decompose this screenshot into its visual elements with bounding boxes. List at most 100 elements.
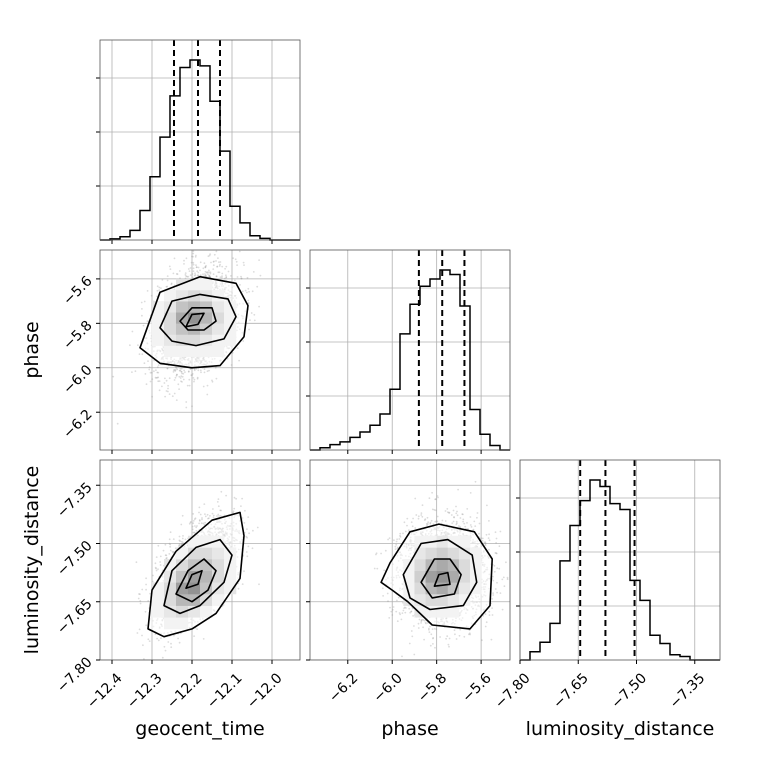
scatter-point [169, 544, 171, 546]
scatter-point [146, 383, 148, 385]
scatter-point [247, 300, 249, 302]
scatter-point [200, 514, 202, 516]
scatter-point [151, 295, 153, 297]
scatter-point [181, 381, 183, 383]
scatter-point [213, 261, 215, 263]
scatter-point [182, 515, 184, 517]
scatter-point [196, 530, 198, 532]
scatter-point [170, 268, 172, 270]
scatter-point [159, 389, 161, 391]
scatter-point [141, 589, 143, 591]
scatter-point [159, 561, 161, 563]
scatter-point [185, 539, 187, 541]
scatter-point [252, 530, 254, 532]
scatter-point [248, 532, 250, 534]
scatter-point [233, 508, 235, 510]
scatter-point [195, 255, 197, 257]
scatter-point [225, 277, 227, 279]
scatter-point [194, 369, 196, 371]
scatter-point [208, 370, 210, 372]
scatter-point [180, 377, 182, 379]
scatter-point [145, 624, 147, 626]
scatter-point [117, 423, 119, 425]
scatter-point [168, 553, 170, 555]
scatter-point [193, 267, 195, 269]
scatter-point [258, 259, 260, 261]
scatter-point [193, 635, 195, 637]
scatter-point [236, 264, 238, 266]
scatter-point [140, 603, 142, 605]
scatter-point [240, 505, 242, 507]
scatter-point [197, 369, 199, 371]
scatter-point [196, 266, 198, 268]
scatter-point [248, 329, 250, 331]
scatter-point [204, 522, 206, 524]
scatter-point [185, 272, 187, 274]
scatter-point [208, 255, 210, 257]
scatter-point [150, 381, 152, 383]
scatter-point [242, 583, 244, 585]
scatter-point [260, 275, 262, 277]
scatter-point [201, 519, 203, 521]
scatter-point [176, 367, 178, 369]
scatter-point [246, 292, 248, 294]
scatter-point [258, 583, 260, 585]
scatter-point [190, 267, 192, 269]
scatter-point [206, 394, 208, 396]
scatter-point [147, 360, 149, 362]
scatter-point [237, 347, 239, 349]
scatter-point [155, 568, 157, 570]
scatter-point [191, 262, 193, 264]
scatter-point [149, 366, 151, 368]
scatter-point [131, 371, 133, 373]
scatter-point [132, 331, 134, 333]
scatter-point [216, 266, 218, 268]
hist-panel-geocent-time [96, 40, 300, 244]
scatter-point [160, 637, 162, 639]
scatter-point [165, 650, 167, 652]
scatter-point [170, 531, 172, 533]
scatter-point [193, 270, 195, 272]
scatter-point [181, 373, 183, 375]
scatter-point [197, 275, 199, 277]
scatter-point [208, 271, 210, 273]
scatter-point [178, 388, 180, 390]
scatter-point [163, 550, 165, 552]
scatter-point [213, 515, 215, 517]
scatter-point [155, 369, 157, 371]
scatter-point [172, 551, 174, 553]
scatter-point [240, 278, 242, 280]
scatter-point [254, 320, 256, 322]
scatter-point [244, 510, 246, 512]
scatter-point [243, 264, 245, 266]
scatter-point [246, 528, 248, 530]
scatter-point [216, 275, 218, 277]
scatter-point [169, 393, 171, 395]
scatter-point [225, 266, 227, 268]
scatter-point [192, 253, 194, 255]
scatter-point [209, 515, 211, 517]
scatter-point [199, 519, 201, 521]
scatter-point [252, 290, 254, 292]
hist-panel-luminosity-distance [516, 460, 720, 664]
scatter-point [156, 556, 158, 558]
scatter-point [190, 274, 192, 276]
scatter-point [219, 264, 221, 266]
scatter-point [185, 407, 187, 409]
scatter-point [143, 325, 145, 327]
scatter-point [172, 395, 174, 397]
scatter-point [145, 589, 147, 591]
scatter-point [167, 275, 169, 277]
scatter-point [225, 274, 227, 276]
hist-panel-phase [306, 250, 510, 454]
scatter-point [198, 512, 200, 514]
scatter-point [150, 372, 152, 374]
scatter-point [214, 254, 216, 256]
scatter-point [169, 546, 171, 548]
scatter-point [167, 368, 169, 370]
scatter-point [193, 377, 195, 379]
scatter-point [192, 262, 194, 264]
scatter-point [137, 344, 139, 346]
scatter-point [164, 378, 166, 380]
scatter-point [157, 290, 159, 292]
